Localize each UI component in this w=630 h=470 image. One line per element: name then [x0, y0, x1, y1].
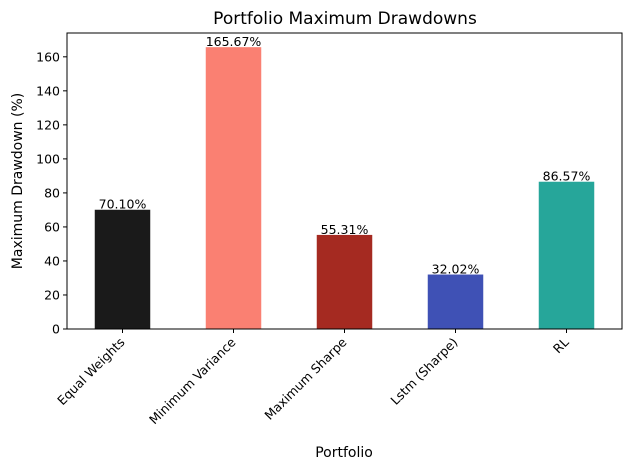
bar-maximum-sharpe — [316, 234, 373, 329]
data-label: 70.10% — [99, 197, 147, 212]
y-tick-label: 0 — [52, 322, 60, 337]
plot-frame — [66, 32, 623, 330]
x-axis-ticks: Equal Weights Minimum Variance Maximum Sha… — [54, 329, 572, 427]
bar-minimum-variance — [205, 47, 262, 330]
x-tick-label: Maximum Sharpe — [261, 334, 349, 422]
bar-lstm-sharpe — [427, 274, 484, 329]
data-label: 55.31% — [321, 222, 369, 237]
y-axis-label: Maximum Drawdown (%) — [10, 93, 26, 269]
y-tick-label: 60 — [44, 219, 60, 234]
y-tick-label: 40 — [44, 253, 60, 268]
x-tick-label: Lstm (Sharpe) — [387, 335, 460, 408]
x-tick-label: RL — [550, 334, 572, 356]
data-label: 86.57% — [543, 169, 591, 184]
x-tick-label: Minimum Variance — [146, 334, 239, 427]
y-tick-label: 140 — [36, 83, 60, 98]
y-tick-label: 80 — [44, 185, 60, 200]
bars — [94, 47, 595, 330]
data-labels: 70.10% 165.67% 55.31% 32.02% 86.57% — [99, 34, 591, 276]
bar-rl — [538, 181, 595, 329]
y-axis-ticks: 0 20 40 60 80 100 120 140 160 — [36, 49, 67, 337]
data-label: 165.67% — [206, 34, 262, 49]
y-tick-label: 120 — [36, 117, 60, 132]
bar-equal-weights — [94, 209, 151, 329]
data-label: 32.02% — [432, 262, 480, 277]
chart-title: Portfolio Maximum Drawdowns — [213, 9, 477, 29]
y-tick-label: 100 — [36, 151, 60, 166]
x-axis-label: Portfolio — [315, 445, 373, 461]
y-tick-label: 160 — [36, 49, 60, 64]
x-tick-label: Equal Weights — [54, 335, 127, 408]
y-tick-label: 20 — [44, 287, 60, 302]
